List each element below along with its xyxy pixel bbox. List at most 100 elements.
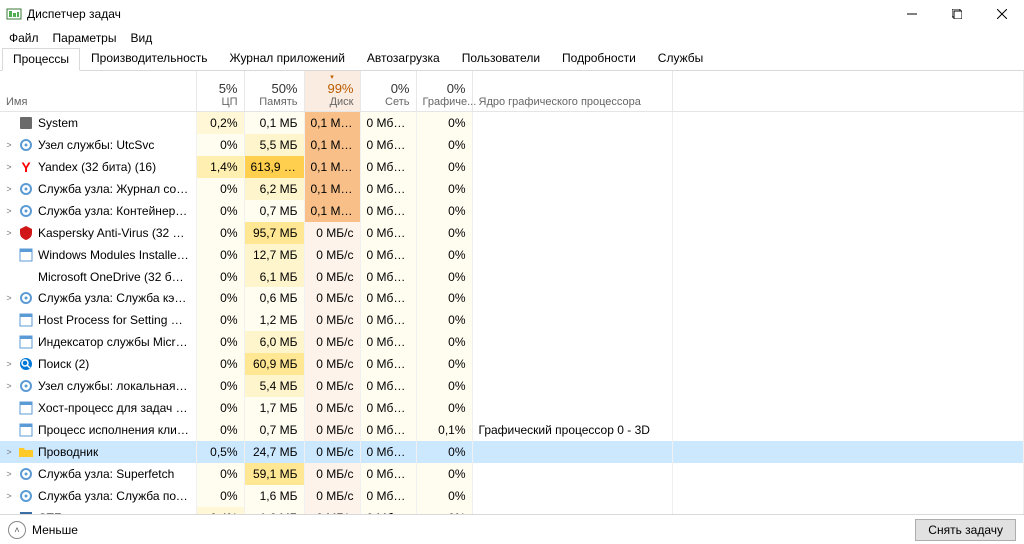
col-gpu-core[interactable]: Ядро графического процессора	[472, 71, 672, 112]
col-name-label: Имя	[6, 96, 190, 108]
table-row[interactable]: >Служба узла: Служба кэша ш...0%0,6 МБ0 …	[0, 287, 1024, 309]
table-row[interactable]: >YYandex (32 бита) (16)1,4%613,9 МБ0,1 М…	[0, 156, 1024, 178]
cell-disk: 0 МБ/с	[304, 331, 360, 353]
expand-icon[interactable]: >	[4, 184, 14, 194]
table-row[interactable]: >Служба узла: Служба пользов...0%1,6 МБ0…	[0, 485, 1024, 507]
col-name[interactable]: Имя	[0, 71, 196, 112]
col-mem-label: Память	[251, 96, 298, 108]
expand-icon[interactable]: >	[4, 491, 14, 501]
expand-icon[interactable]: >	[4, 359, 14, 369]
process-icon	[18, 488, 34, 504]
col-net-label: Сеть	[367, 96, 410, 108]
process-name: Kaspersky Anti-Virus (32 бита)	[38, 226, 190, 240]
cell-memory: 6,2 МБ	[244, 178, 304, 200]
process-name: Служба узла: Superfetch	[38, 467, 174, 481]
maximize-button[interactable]	[934, 0, 979, 28]
table-row[interactable]: Хост-процесс для задач Wind...0%1,7 МБ0 …	[0, 397, 1024, 419]
expand-icon[interactable]: >	[4, 293, 14, 303]
col-gpucore-label: Ядро графического процессора	[479, 96, 666, 108]
cell-gpu-core	[472, 244, 672, 266]
table-row[interactable]: >Служба узла: Журнал событи...0%6,2 МБ0,…	[0, 178, 1024, 200]
table-row[interactable]: >Служба узла: Контейнер служ...0%0,7 МБ0…	[0, 200, 1024, 222]
cell-gpu: 0%	[416, 266, 472, 287]
cell-memory: 0,1 МБ	[244, 112, 304, 135]
cell-gpu: 0%	[416, 134, 472, 156]
cell-memory: 1,6 МБ	[244, 485, 304, 507]
cell-gpu-core	[472, 266, 672, 287]
expand-icon[interactable]: >	[4, 162, 14, 172]
cell-disk: 0,1 МБ/с	[304, 156, 360, 178]
process-name: Служба узла: Служба кэша ш...	[38, 291, 190, 305]
cell-network: 0 Мбит/с	[360, 507, 416, 514]
tab-1[interactable]: Производительность	[80, 47, 218, 70]
process-name: Узел службы: UtcSvc	[38, 138, 154, 152]
table-row[interactable]: System0,2%0,1 МБ0,1 МБ/с0 Мбит/с0%	[0, 112, 1024, 135]
cell-gpu-core	[472, 397, 672, 419]
cell-disk: 0 МБ/с	[304, 266, 360, 287]
cell-network: 0 Мбит/с	[360, 287, 416, 309]
cell-cpu: 0,2%	[196, 112, 244, 135]
col-disk[interactable]: ▾99%Диск	[304, 71, 360, 112]
cell-cpu: 0%	[196, 222, 244, 244]
col-network[interactable]: 0%Сеть	[360, 71, 416, 112]
tab-3[interactable]: Автозагрузка	[356, 47, 451, 70]
menu-options[interactable]: Параметры	[46, 29, 124, 47]
cell-network: 0 Мбит/с	[360, 156, 416, 178]
table-row[interactable]: >Kaspersky Anti-Virus (32 бита)0%95,7 МБ…	[0, 222, 1024, 244]
table-row[interactable]: >Узел службы: UtcSvc0%5,5 МБ0,1 МБ/с0 Мб…	[0, 134, 1024, 156]
table-row[interactable]: >Поиск (2)0%60,9 МБ0 МБ/с0 Мбит/с0%	[0, 353, 1024, 375]
cell-disk: 0 МБ/с	[304, 463, 360, 485]
cell-gpu-core	[472, 353, 672, 375]
cell-disk: 0 МБ/с	[304, 485, 360, 507]
close-button[interactable]	[979, 0, 1024, 28]
cell-disk: 0 МБ/с	[304, 244, 360, 266]
fewer-details-toggle[interactable]: ˄ Меньше	[8, 521, 915, 539]
minimize-button[interactable]	[889, 0, 934, 28]
tab-2[interactable]: Журнал приложений	[219, 47, 356, 70]
cell-cpu: 0%	[196, 375, 244, 397]
cell-cpu: 0,5%	[196, 441, 244, 463]
col-gpu[interactable]: 0%Графиче...	[416, 71, 472, 112]
tab-5[interactable]: Подробности	[551, 47, 647, 70]
end-task-button[interactable]: Снять задачу	[915, 519, 1016, 541]
expand-icon[interactable]: >	[4, 469, 14, 479]
cell-disk: 0 МБ/с	[304, 309, 360, 331]
table-row[interactable]: Host Process for Setting Synchr...0%1,2 …	[0, 309, 1024, 331]
expand-icon[interactable]: >	[4, 228, 14, 238]
tab-0[interactable]: Процессы	[2, 48, 80, 71]
tab-6[interactable]: Службы	[647, 47, 714, 70]
cell-disk: 0 МБ/с	[304, 287, 360, 309]
tab-4[interactable]: Пользователи	[451, 47, 551, 70]
cell-gpu-core	[472, 441, 672, 463]
col-memory[interactable]: 50%Память	[244, 71, 304, 112]
cell-memory: 60,9 МБ	[244, 353, 304, 375]
expand-icon[interactable]: >	[4, 140, 14, 150]
table-row[interactable]: CTF-загрузчик0,4%1,6 МБ0 МБ/с0 Мбит/с0%	[0, 507, 1024, 514]
menu-file[interactable]: Файл	[2, 29, 46, 47]
expand-icon[interactable]: >	[4, 381, 14, 391]
table-row[interactable]: Windows Modules Installer Wor...0%12,7 М…	[0, 244, 1024, 266]
cell-network: 0 Мбит/с	[360, 200, 416, 222]
col-disk-value: 99%	[311, 81, 354, 96]
table-row[interactable]: Процесс исполнения клиент-...0%0,7 МБ0 М…	[0, 419, 1024, 441]
table-row[interactable]: >Узел службы: локальная служ...0%5,4 МБ0…	[0, 375, 1024, 397]
menu-view[interactable]: Вид	[123, 29, 159, 47]
process-name: System	[38, 116, 78, 130]
cell-memory: 1,7 МБ	[244, 397, 304, 419]
cell-gpu: 0%	[416, 463, 472, 485]
table-row[interactable]: Индексатор службы Microsoft...0%6,0 МБ0 …	[0, 331, 1024, 353]
cell-disk: 0 МБ/с	[304, 419, 360, 441]
col-cpu[interactable]: 5%ЦП	[196, 71, 244, 112]
table-row[interactable]: >Проводник0,5%24,7 МБ0 МБ/с0 Мбит/с0%	[0, 441, 1024, 463]
cell-disk: 0 МБ/с	[304, 507, 360, 514]
expand-icon[interactable]: >	[4, 447, 14, 457]
cell-cpu: 1,4%	[196, 156, 244, 178]
sort-indicator-icon: ▾	[311, 73, 354, 81]
process-table-wrap[interactable]: Имя 5%ЦП 50%Память ▾99%Диск 0%Сеть 0%Гра…	[0, 71, 1024, 514]
table-row[interactable]: Microsoft OneDrive (32 бита)0%6,1 МБ0 МБ…	[0, 266, 1024, 287]
cell-network: 0 Мбит/с	[360, 134, 416, 156]
cell-memory: 59,1 МБ	[244, 463, 304, 485]
table-row[interactable]: >Служба узла: Superfetch0%59,1 МБ0 МБ/с0…	[0, 463, 1024, 485]
cell-cpu: 0%	[196, 485, 244, 507]
expand-icon[interactable]: >	[4, 206, 14, 216]
